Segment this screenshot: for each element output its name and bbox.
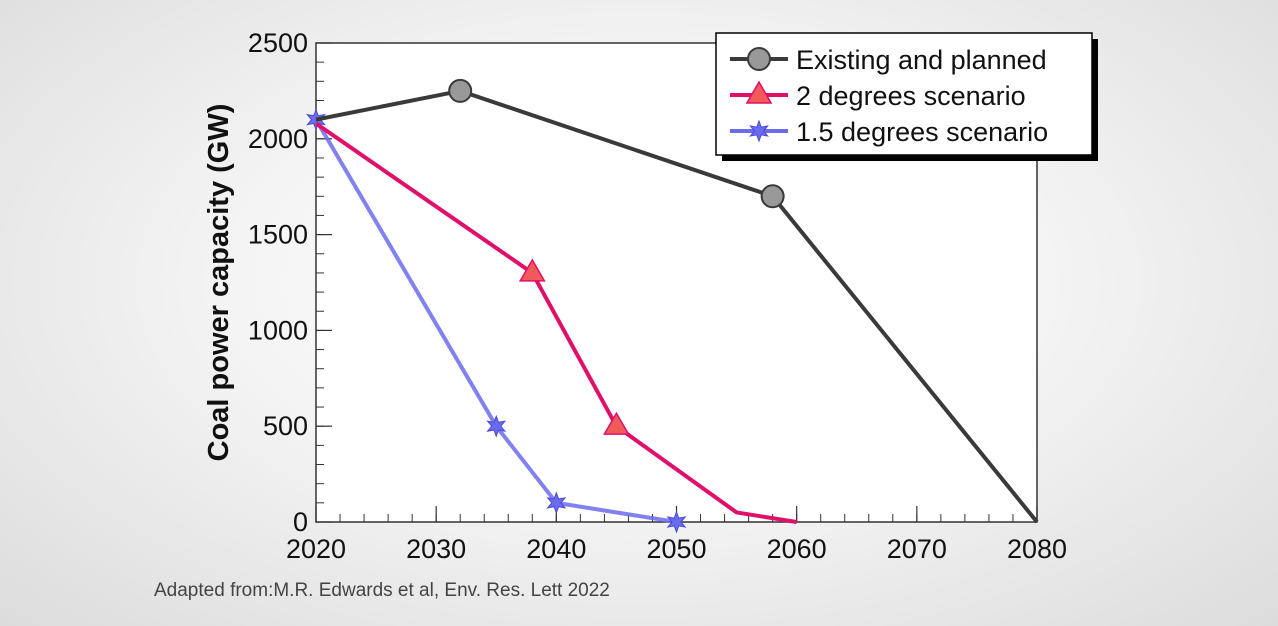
y-tick-label: 1000 [248,315,308,345]
series-1 [314,121,797,524]
data-point [486,414,507,438]
x-tick-label: 2030 [406,534,466,564]
data-point [546,491,567,515]
y-tick-label: 0 [293,507,308,537]
data-point [760,184,785,209]
series-2 [306,108,687,534]
y-tick-label: 1500 [248,220,308,250]
x-tick-label: 2020 [286,534,346,564]
legend-marker [745,80,773,104]
x-tick-label: 2040 [526,534,586,564]
legend: Existing and planned 2 degrees scenario 1.… [715,32,1098,161]
x-tick-label: 2080 [1007,534,1067,564]
source-note: Adapted from:M.R. Edwards et al, Env. Re… [154,580,610,601]
legend-marker [749,119,769,143]
data-point [666,510,687,534]
y-tick-label: 2500 [248,28,308,58]
x-tick-label: 2060 [767,534,827,564]
data-point [603,411,630,435]
y-tick-label: 500 [263,411,308,441]
series-line [315,88,1039,524]
y-tick-label: 2000 [248,124,308,154]
tick-labels: 2020 2030 2040 2050 2060 2070 2080 0 500 1000 1500… [248,28,1067,564]
legend-entry: Existing and planned [796,45,1047,75]
x-tick-label: 2050 [646,534,706,564]
legend-entry: 1.5 degrees scenario [796,117,1048,147]
y-axis-label: Coal power capacity (GW) [203,104,235,462]
x-tick-label: 2070 [887,534,947,564]
series-0 [315,78,1039,524]
data-point [518,258,546,282]
series-layer [306,78,1039,534]
data-point [448,78,473,103]
legend-entry: 2 degrees scenario [796,81,1026,111]
legend-marker [747,47,771,71]
series-line [314,118,677,524]
